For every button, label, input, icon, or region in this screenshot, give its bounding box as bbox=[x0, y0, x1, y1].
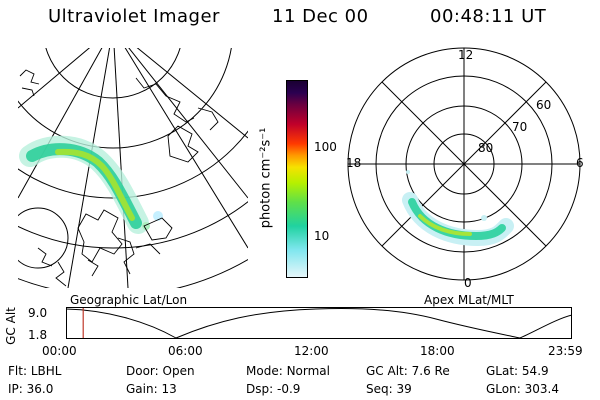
status-ip: IP: 36.0 bbox=[8, 382, 53, 396]
polar-diagonal bbox=[381, 81, 547, 247]
status-value: 54.9 bbox=[521, 364, 549, 378]
polar-plot bbox=[347, 47, 581, 281]
colorbar-tick-10: 10 bbox=[314, 229, 330, 243]
polar-plot-panel bbox=[338, 42, 590, 294]
aurora-band bbox=[19, 135, 163, 234]
status-value: 7.6 Re bbox=[411, 364, 450, 378]
altitude-axis-label: GC Alt bbox=[4, 307, 18, 345]
map-grid-meridian bbox=[128, 48, 248, 199]
status-key: GLon: bbox=[486, 382, 521, 396]
status-door: Door: Open bbox=[126, 364, 195, 378]
altitude-plot-svg bbox=[65, 307, 573, 339]
status-key: Flt: bbox=[8, 364, 27, 378]
polar-label-0: 0 bbox=[464, 276, 472, 290]
map-grid-circle bbox=[45, 48, 181, 99]
polar-lat-60: 60 bbox=[536, 98, 552, 112]
status-value: Open bbox=[162, 364, 195, 378]
status-key: GC Alt: bbox=[366, 364, 408, 378]
x-tick-0000: 00:00 bbox=[42, 344, 77, 358]
altitude-plot bbox=[65, 307, 573, 339]
status-seq: Seq: 39 bbox=[366, 382, 412, 396]
map-grid-circle bbox=[18, 130, 248, 199]
geographic-map bbox=[18, 48, 248, 288]
status-flt: Flt: LBHL bbox=[8, 364, 61, 378]
status-value: LBHL bbox=[30, 364, 62, 378]
status-glon: GLon: 303.4 bbox=[486, 382, 559, 396]
map-grid-circle bbox=[18, 201, 248, 249]
map-grid-meridian bbox=[124, 48, 248, 249]
status-value: Normal bbox=[286, 364, 330, 378]
x-tick-1800: 18:00 bbox=[420, 344, 455, 358]
apex-title: Apex MLat/MLT bbox=[424, 293, 514, 307]
polar-label-6: 6 bbox=[576, 156, 584, 170]
geographic-map-panel bbox=[18, 48, 248, 288]
map-grid-meridian bbox=[136, 48, 248, 139]
altitude-tick-low: 1.8 bbox=[28, 328, 48, 342]
colorbar bbox=[286, 80, 308, 278]
status-value: -0.9 bbox=[276, 382, 301, 396]
status-value: 39 bbox=[396, 382, 412, 396]
status-value: 36.0 bbox=[26, 382, 54, 396]
altitude-tick-high: 9.0 bbox=[28, 306, 48, 320]
status-key: Mode: bbox=[246, 364, 283, 378]
status-glat: GLat: 54.9 bbox=[486, 364, 549, 378]
geographic-title: Geographic Lat/Lon bbox=[70, 293, 188, 307]
date-label: 11 Dec 00 bbox=[272, 6, 369, 27]
colorbar-tick-100: 100 bbox=[314, 140, 337, 154]
polar-aurora bbox=[402, 170, 514, 247]
status-key: Gain: bbox=[126, 382, 158, 396]
x-tick-2359: 23:59 bbox=[548, 344, 583, 358]
polar-label-12: 12 bbox=[458, 48, 474, 62]
map-grid-circle bbox=[18, 207, 69, 269]
status-key: IP: bbox=[8, 382, 23, 396]
status-gcalt: GC Alt: 7.6 Re bbox=[366, 364, 450, 378]
colorbar-label: photon cm⁻²s⁻¹ bbox=[258, 127, 274, 229]
status-key: Door: bbox=[126, 364, 159, 378]
status-key: GLat: bbox=[486, 364, 519, 378]
map-grid-meridian bbox=[18, 48, 103, 199]
time-label: 00:48:11 UT bbox=[430, 6, 547, 27]
polar-lat-70: 70 bbox=[512, 120, 528, 134]
status-value: 303.4 bbox=[524, 382, 559, 396]
status-mode: Mode: Normal bbox=[246, 364, 330, 378]
status-gain: Gain: 13 bbox=[126, 382, 177, 396]
map-grid-circle bbox=[18, 48, 232, 149]
map-grid-meridian bbox=[113, 48, 129, 288]
x-tick-0600: 06:00 bbox=[168, 344, 203, 358]
instrument-title: Ultraviolet Imager bbox=[48, 6, 220, 27]
polar-lat-80: 80 bbox=[478, 141, 494, 155]
status-key: Seq: bbox=[366, 382, 393, 396]
coastlines bbox=[19, 69, 219, 287]
polar-label-18: 18 bbox=[346, 156, 362, 170]
x-tick-1200: 12:00 bbox=[294, 344, 329, 358]
status-dsp: Dsp: -0.9 bbox=[246, 382, 300, 396]
status-value: 13 bbox=[161, 382, 177, 396]
status-key: Dsp: bbox=[246, 382, 274, 396]
